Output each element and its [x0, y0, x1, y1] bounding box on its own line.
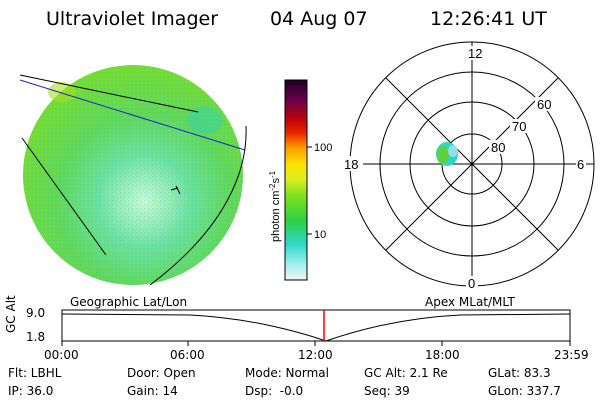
- mlt-label-18: 18: [344, 157, 358, 172]
- colorbar: 100 10 photon cm-2s-1: [268, 79, 332, 281]
- status-ip: IP: 36.0: [8, 384, 54, 398]
- date-label: 04 Aug 07: [270, 8, 368, 30]
- status-seq: Seq: 39: [364, 384, 410, 398]
- altitude-timeline: [61, 309, 571, 346]
- projection-line: [19, 74, 199, 113]
- status-gain: Gain: 14: [127, 384, 178, 398]
- colorbar-unit-label: photon cm-2s-1: [268, 170, 283, 242]
- lat-label-60: 60: [537, 97, 551, 112]
- instrument-title: Ultraviolet Imager: [46, 8, 219, 30]
- timeline-ylabel: GC Alt: [4, 295, 18, 333]
- colorbar-tick-100: 100: [314, 142, 332, 154]
- timeline-ytick-bottom: 1.8: [26, 330, 46, 344]
- colorbar-tick-10: 10: [314, 229, 326, 241]
- timeline-xtick: 23:59: [554, 348, 589, 362]
- status-dsp: Dsp: -0.0: [245, 384, 304, 398]
- polar-plot: [349, 41, 595, 287]
- timeline-right-title: Apex MLat/MLT: [425, 295, 515, 309]
- status-glon: GLon: 337.7: [488, 384, 561, 398]
- status-filter: Flt: LBHL: [8, 366, 62, 380]
- lat-label-80: 80: [491, 140, 505, 155]
- time-label: 12:26:41 UT: [430, 8, 547, 30]
- timeline-left-title: Geographic Lat/Lon: [70, 295, 188, 309]
- altitude-curve: [61, 313, 571, 342]
- terminator-curve: [149, 125, 247, 286]
- mlt-label-0: 0: [468, 276, 475, 291]
- projection-line: [21, 137, 107, 256]
- auroral-blob: [436, 142, 458, 166]
- uvi-image: [19, 65, 247, 286]
- mlt-label-12: 12: [468, 46, 482, 61]
- projection-line: [19, 79, 246, 151]
- status-door: Door: Open: [127, 366, 196, 380]
- timeline-xtick: 00:00: [44, 348, 79, 362]
- status-glat: GLat: 83.3: [488, 366, 551, 380]
- lat-label-70: 70: [512, 119, 526, 134]
- mlt-label-6: 6: [577, 157, 584, 172]
- timeline-xtick: 12:00: [298, 348, 333, 362]
- timeline-xtick: 06:00: [170, 348, 205, 362]
- status-mode: Mode: Normal: [245, 366, 329, 380]
- status-gc-alt: GC Alt: 2.1 Re: [364, 366, 448, 380]
- timeline-xtick: 18:00: [425, 348, 460, 362]
- timeline-ytick-top: 9.0: [26, 306, 46, 320]
